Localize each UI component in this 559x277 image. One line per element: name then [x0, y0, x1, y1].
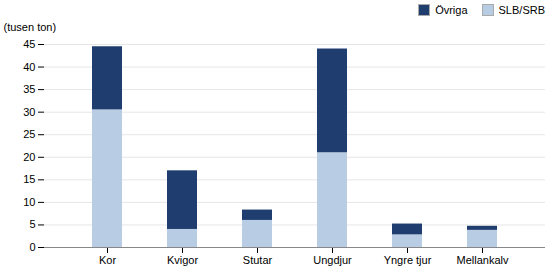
svg-text:Ungdjur: Ungdjur: [313, 254, 352, 266]
svg-text:35: 35: [23, 83, 35, 95]
svg-text:Kor: Kor: [99, 254, 116, 266]
svg-text:45: 45: [23, 38, 35, 50]
svg-text:5: 5: [29, 218, 35, 230]
svg-text:30: 30: [23, 106, 35, 118]
svg-text:40: 40: [23, 61, 35, 73]
svg-text:25: 25: [23, 128, 35, 140]
html-text:Övriga: Övriga: [435, 4, 468, 16]
svg-text:(tusen ton): (tusen ton): [4, 21, 57, 33]
html-text:SLB/SRB: SLB/SRB: [498, 4, 545, 16]
svg-text:0: 0: [29, 241, 35, 253]
svg-text:Kvigor: Kvigor: [167, 254, 199, 266]
svg-text:20: 20: [23, 151, 35, 163]
svg-text:10: 10: [23, 196, 35, 208]
svg-text:Stutar: Stutar: [243, 254, 273, 266]
svg-text:Mellankalv: Mellankalv: [457, 254, 509, 266]
svg-text:Yngre tjur: Yngre tjur: [384, 254, 432, 266]
svg-text:15: 15: [23, 173, 35, 185]
